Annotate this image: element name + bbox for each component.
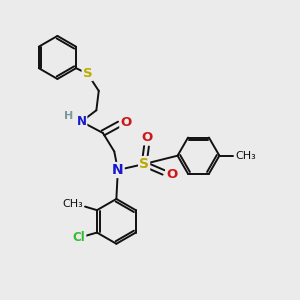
Text: S: S xyxy=(82,67,92,80)
Text: Cl: Cl xyxy=(73,231,85,244)
Text: S: S xyxy=(139,157,149,171)
Text: N: N xyxy=(112,163,124,177)
Text: O: O xyxy=(120,116,131,129)
Text: H: H xyxy=(64,111,74,121)
Text: O: O xyxy=(141,131,152,144)
Text: CH₃: CH₃ xyxy=(235,151,256,161)
Text: N: N xyxy=(76,115,86,128)
Text: CH₃: CH₃ xyxy=(62,199,82,209)
Text: O: O xyxy=(166,168,178,181)
